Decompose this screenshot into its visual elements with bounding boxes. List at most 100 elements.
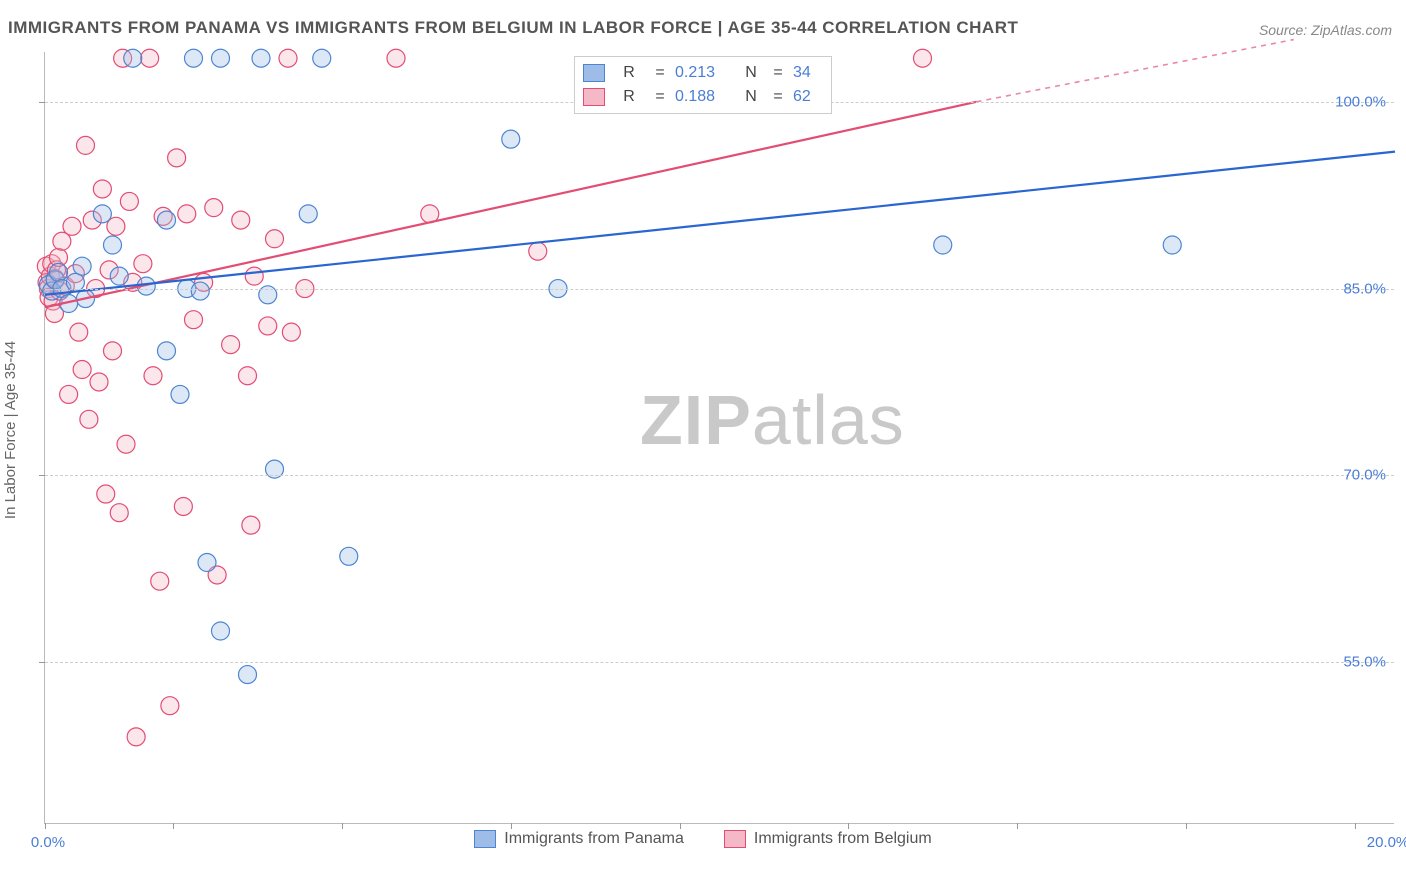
y-tick-mark: [39, 289, 45, 290]
data-point-panama: [93, 205, 111, 223]
data-point-panama: [158, 211, 176, 229]
data-point-panama: [502, 130, 520, 148]
data-point-belgium: [144, 367, 162, 385]
data-point-belgium: [120, 192, 138, 210]
data-point-belgium: [279, 49, 297, 67]
data-point-belgium: [914, 49, 932, 67]
gridline-h: [45, 662, 1394, 663]
data-point-panama: [171, 385, 189, 403]
x-tick-mark: [848, 823, 849, 829]
legend-swatch-belgium: [583, 88, 605, 106]
legend-eq: =: [653, 88, 667, 106]
legend-r-label: R: [613, 64, 645, 82]
data-point-belgium: [77, 136, 95, 154]
data-point-panama: [50, 263, 68, 281]
data-point-belgium: [245, 267, 263, 285]
correlation-legend: R = 0.213 N = 34 R = 0.188 N = 62: [574, 56, 832, 114]
y-tick-label: 55.0%: [1343, 654, 1386, 671]
legend-row-panama: R = 0.213 N = 34: [583, 61, 823, 85]
x-tick-mark: [45, 823, 46, 829]
x-tick-mark: [511, 823, 512, 829]
data-point-belgium: [242, 516, 260, 534]
legend-eq: =: [653, 64, 667, 82]
bottom-legend-panama-label: Immigrants from Panama: [504, 830, 684, 848]
data-point-panama: [313, 49, 331, 67]
data-point-panama: [185, 49, 203, 67]
data-point-panama: [191, 282, 209, 300]
data-point-belgium: [134, 255, 152, 273]
data-point-belgium: [161, 697, 179, 715]
data-point-panama: [934, 236, 952, 254]
data-point-belgium: [529, 242, 547, 260]
plot-area: 55.0%70.0%85.0%100.0%: [44, 52, 1394, 824]
y-tick-label: 100.0%: [1335, 93, 1386, 110]
chart-title: IMMIGRANTS FROM PANAMA VS IMMIGRANTS FRO…: [8, 18, 1018, 38]
data-point-belgium: [127, 728, 145, 746]
legend-row-belgium: R = 0.188 N = 62: [583, 85, 823, 109]
legend-r-val-belgium: 0.188: [675, 88, 731, 106]
y-tick-label: 85.0%: [1343, 280, 1386, 297]
x-min-label: 0.0%: [31, 834, 65, 851]
legend-n-label: N: [739, 64, 763, 82]
data-point-belgium: [232, 211, 250, 229]
data-point-belgium: [151, 572, 169, 590]
data-point-belgium: [73, 361, 91, 379]
data-point-panama: [110, 267, 128, 285]
data-point-belgium: [93, 180, 111, 198]
data-point-panama: [73, 257, 91, 275]
data-point-belgium: [141, 49, 159, 67]
data-point-panama: [252, 49, 270, 67]
data-point-belgium: [97, 485, 115, 503]
data-point-belgium: [282, 323, 300, 341]
data-point-panama: [239, 666, 257, 684]
legend-r-label: R: [613, 88, 645, 106]
data-point-belgium: [80, 410, 98, 428]
data-point-belgium: [63, 217, 81, 235]
x-tick-mark: [1017, 823, 1018, 829]
data-point-belgium: [266, 230, 284, 248]
gridline-h: [45, 475, 1394, 476]
bottom-legend: Immigrants from Panama Immigrants from B…: [0, 830, 1406, 848]
data-point-panama: [212, 49, 230, 67]
trend-line: [977, 40, 1294, 102]
gridline-h: [45, 289, 1394, 290]
data-point-panama: [198, 554, 216, 572]
data-point-belgium: [70, 323, 88, 341]
data-point-belgium: [168, 149, 186, 167]
legend-swatch-panama-b: [474, 830, 496, 848]
data-point-panama: [104, 236, 122, 254]
data-point-panama: [299, 205, 317, 223]
data-point-belgium: [239, 367, 257, 385]
data-point-belgium: [222, 336, 240, 354]
data-point-belgium: [185, 311, 203, 329]
data-point-panama: [124, 49, 142, 67]
bottom-legend-belgium-label: Immigrants from Belgium: [754, 830, 932, 848]
legend-n-val-belgium: 62: [793, 88, 823, 106]
y-tick-mark: [39, 662, 45, 663]
data-point-belgium: [178, 205, 196, 223]
data-point-belgium: [387, 49, 405, 67]
legend-r-val-panama: 0.213: [675, 64, 731, 82]
data-point-panama: [1163, 236, 1181, 254]
data-point-belgium: [259, 317, 277, 335]
data-point-belgium: [90, 373, 108, 391]
legend-swatch-belgium-b: [724, 830, 746, 848]
bottom-legend-panama: Immigrants from Panama: [474, 830, 684, 848]
data-point-belgium: [205, 199, 223, 217]
data-point-belgium: [104, 342, 122, 360]
legend-eq: =: [771, 64, 785, 82]
data-point-panama: [158, 342, 176, 360]
x-tick-mark: [1355, 823, 1356, 829]
legend-swatch-panama: [583, 64, 605, 82]
y-axis-label: In Labor Force | Age 35-44: [2, 341, 19, 519]
x-tick-mark: [680, 823, 681, 829]
source-label: Source: ZipAtlas.com: [1259, 22, 1392, 38]
data-point-belgium: [174, 497, 192, 515]
y-tick-mark: [39, 102, 45, 103]
legend-eq: =: [771, 88, 785, 106]
data-point-belgium: [117, 435, 135, 453]
data-point-belgium: [110, 504, 128, 522]
legend-n-val-panama: 34: [793, 64, 823, 82]
x-tick-mark: [342, 823, 343, 829]
x-max-label: 20.0%: [1367, 834, 1406, 851]
